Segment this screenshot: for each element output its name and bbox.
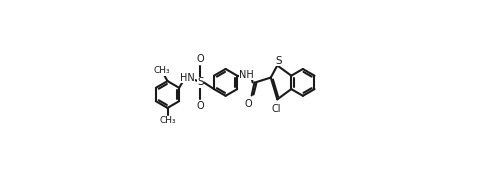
Text: NH: NH [239, 70, 253, 80]
Text: CH₃: CH₃ [159, 116, 176, 125]
Text: O: O [244, 99, 251, 109]
Text: O: O [196, 101, 204, 111]
Text: S: S [276, 56, 282, 66]
Text: S: S [197, 77, 204, 87]
Text: CH₃: CH₃ [153, 66, 169, 75]
Text: Cl: Cl [271, 104, 280, 114]
Text: O: O [196, 54, 204, 64]
Text: HN: HN [180, 73, 194, 83]
